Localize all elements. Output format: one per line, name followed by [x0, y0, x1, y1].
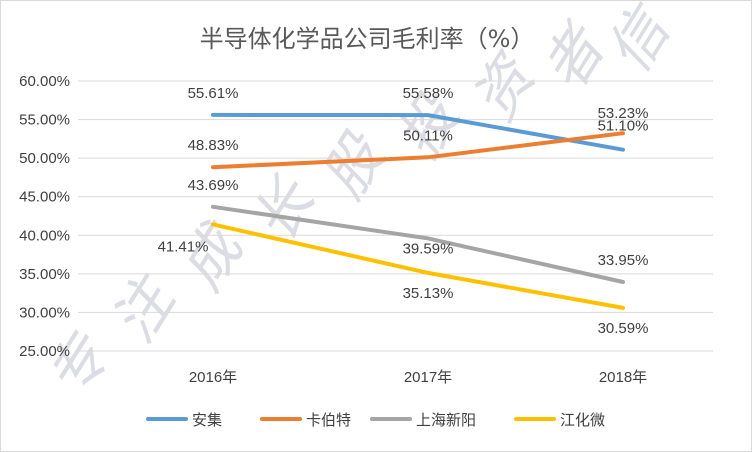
data-label: 55.58% — [403, 85, 454, 102]
data-label: 41.41% — [158, 238, 209, 255]
data-label: 55.61% — [188, 85, 239, 102]
x-axis-ticks: 2016年 2017年 2018年 — [189, 369, 647, 386]
data-label: 33.95% — [598, 252, 649, 269]
data-label: 39.59% — [403, 240, 454, 257]
y-tick-label: 55.00% — [19, 112, 70, 129]
x-tick-label: 2018年 — [599, 369, 647, 386]
legend-label: 安集 — [192, 411, 222, 429]
data-label: 43.69% — [188, 177, 239, 194]
y-tick-label: 35.00% — [19, 266, 70, 283]
y-tick-label: 50.00% — [19, 150, 70, 167]
y-tick-label: 45.00% — [19, 189, 70, 206]
data-label: 51.10% — [598, 118, 649, 135]
legend-label: 上海新阳 — [416, 411, 476, 429]
series-lines — [211, 112, 625, 310]
data-label: 30.59% — [598, 320, 649, 337]
series-line-2 — [211, 204, 625, 284]
series-line-1 — [211, 131, 625, 170]
data-label: 50.11% — [403, 127, 453, 144]
y-tick-label: 30.00% — [19, 304, 70, 321]
legend: 安集 卡伯特 上海新阳 江化微 — [146, 411, 605, 429]
legend-label: 卡伯特 — [306, 411, 351, 429]
y-tick-label: 40.00% — [19, 227, 70, 244]
y-tick-label: 25.00% — [19, 343, 70, 360]
legend-label: 江化微 — [560, 411, 605, 429]
y-axis-ticks: 25.00% 30.00% 35.00% 40.00% 45.00% 50.00% 55.0… — [19, 73, 70, 360]
x-tick-label: 2017年 — [404, 369, 452, 386]
y-tick-label: 60.00% — [19, 73, 70, 90]
series-line-0 — [211, 112, 625, 152]
series-line-3 — [211, 222, 625, 310]
data-label: 35.13% — [403, 285, 454, 302]
x-tick-label: 2016年 — [189, 369, 237, 386]
chart-title: 半导体化学品公司毛利率（%） — [200, 25, 535, 53]
data-label: 53.23% — [598, 105, 649, 122]
data-labels: 55.61% 55.58% 51.10% 48.83% 50.11% 53.23% 43.6… — [158, 85, 649, 337]
data-label: 48.83% — [188, 137, 239, 154]
